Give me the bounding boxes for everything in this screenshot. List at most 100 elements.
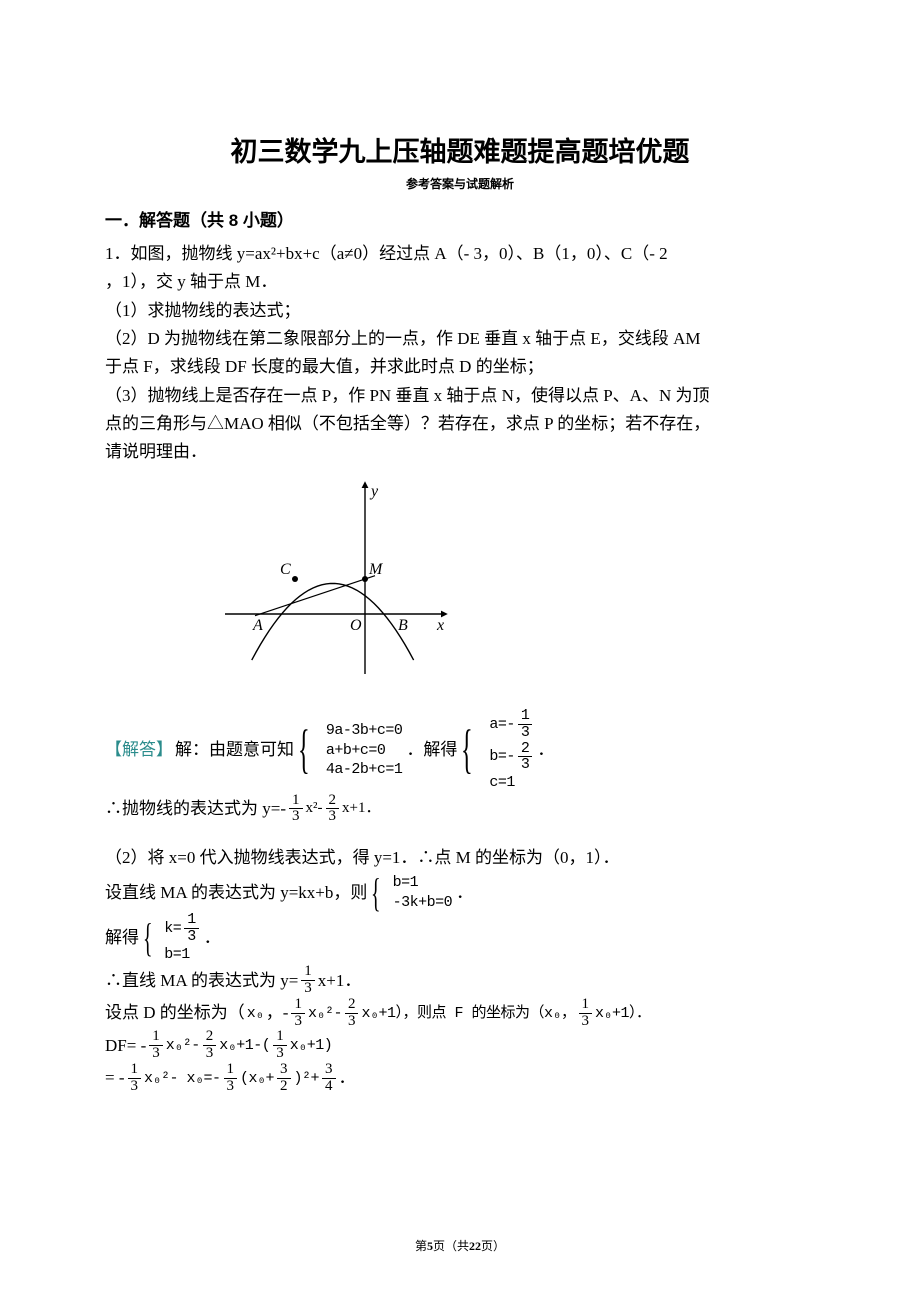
sysA-r2: -3k+b=0 xyxy=(393,893,453,913)
answer-tag: 【解答】 xyxy=(105,737,173,763)
q1-line2: ，1），交 y 轴于点 M． xyxy=(105,269,815,295)
sysB-r1a: k= xyxy=(164,919,181,939)
l7d3: 2 xyxy=(277,1079,291,1095)
p2-l6: DF= - 13 x₀²- 23 x₀+1-( 13 x₀+1) xyxy=(105,1029,815,1062)
l4n: 1 xyxy=(301,964,315,981)
p2-l3b: ． xyxy=(204,925,221,951)
p2-l7b: x₀²- x₀=- xyxy=(144,1067,221,1090)
q1-line1: 1．如图，抛物线 y=ax²+bx+c（a≠0）经过点 A（- 3，0）、B（1… xyxy=(105,241,815,267)
p2-l7a: = - xyxy=(105,1065,125,1091)
p2-l2b: ． xyxy=(456,880,473,906)
p2-l5: 设点 D 的坐标为（ x₀ ，- 13 x₀²- 23 x₀+1），则点 F 的… xyxy=(105,997,815,1030)
p2-l5a: 设点 D 的坐标为（ xyxy=(105,1000,245,1026)
sysA: { b=1 -3k+b=0 xyxy=(371,873,452,912)
p2-l5c: x₀²- xyxy=(308,1002,342,1025)
system1: { 9a-3b+c=0 a+b+c=0 4a-2b+c=1 xyxy=(298,721,402,780)
answer-prefix: 解：由题意可知 xyxy=(175,737,294,763)
pt-B: B xyxy=(398,617,408,634)
p2-l5e: x₀+1）． xyxy=(595,1002,651,1025)
p2-l1: （2）将 x=0 代入抛物线表达式，得 y=1．∴点 M 的坐标为（0，1）． xyxy=(105,845,815,871)
eqf2d: 3 xyxy=(326,809,340,825)
l7n1: 1 xyxy=(128,1062,142,1079)
l6d3: 3 xyxy=(273,1046,287,1062)
doc-title: 初三数学九上压轴题难题提高题培优题 xyxy=(105,130,815,169)
l5n3: 1 xyxy=(579,997,593,1014)
q1-part2a: （2）D 为抛物线在第二象限部分上的一点，作 DE 垂直 x 轴于点 E，交线段… xyxy=(105,326,815,352)
footer-mid: 页（共 xyxy=(433,1239,469,1253)
l5d2: 3 xyxy=(345,1014,359,1030)
p2-l6d: x₀+1) xyxy=(290,1034,333,1057)
sys2-r2d: 3 xyxy=(518,757,533,773)
l5n2: 2 xyxy=(345,997,359,1014)
q1-part3c: 请说明理由． xyxy=(105,439,815,465)
footer-total: 22 xyxy=(469,1239,481,1253)
q1-part2b: 于点 F，求线段 DF 长度的最大值，并求此时点 D 的坐标； xyxy=(105,354,815,380)
l7n2: 1 xyxy=(224,1062,238,1079)
eqf2n: 2 xyxy=(326,793,340,810)
l6d2: 3 xyxy=(203,1046,217,1062)
eq-mid1: x²- xyxy=(306,797,323,820)
sol-tail: ． xyxy=(537,737,554,763)
eq-pre: ∴抛物线的表达式为 y=- xyxy=(105,796,286,822)
p2-l5d: x₀+1），则点 F 的坐标为（x₀， xyxy=(361,1002,575,1025)
solution-line1: 【解答】 解：由题意可知 { 9a-3b+c=0 a+b+c=0 4a-2b+c… xyxy=(105,708,815,793)
sys2-r1n: 1 xyxy=(518,708,533,725)
sys2-r1d: 3 xyxy=(518,725,533,741)
sysB-r1n: 1 xyxy=(184,912,199,929)
figure-parabola: y x A B C M O xyxy=(215,474,815,692)
l6n3: 1 xyxy=(273,1029,287,1046)
p2-l6c: x₀+1-( xyxy=(219,1034,270,1057)
page: 初三数学九上压轴题难题提高题培优题 参考答案与试题解析 一．解答题（共 8 小题… xyxy=(0,0,920,1302)
system2: { a=- 13 b=- 23 c=1 xyxy=(461,708,533,793)
p2-l7e: ． xyxy=(339,1065,356,1091)
sysA-r1: b=1 xyxy=(393,873,453,893)
p2-l7d: )²+ xyxy=(294,1067,320,1090)
l7d2: 3 xyxy=(224,1079,238,1095)
content: 1．如图，抛物线 y=ax²+bx+c（a≠0）经过点 A（- 3，0）、B（1… xyxy=(105,241,815,1094)
p2-l2a: 设直线 MA 的表达式为 y=kx+b，则 xyxy=(105,880,367,906)
l5d3: 3 xyxy=(579,1014,593,1030)
l6d1: 3 xyxy=(149,1046,163,1062)
q1-part3b: 点的三角形与△MAO 相似（不包括全等）？若存在，求点 P 的坐标；若不存在， xyxy=(105,411,815,437)
p2-l6b: x₀²- xyxy=(166,1034,200,1057)
sysB: { k= 13 b=1 xyxy=(143,912,200,964)
p2-l3a: 解得 xyxy=(105,925,139,951)
sysB-r1d: 3 xyxy=(184,929,199,945)
l5d1: 3 xyxy=(291,1014,305,1030)
p2-l7: = - 13 x₀²- x₀=- 13 (x₀+ 32 )²+ 34 ． xyxy=(105,1062,815,1095)
x0-1: x₀ xyxy=(247,1002,264,1025)
sol-mid: ．解得 xyxy=(406,737,457,763)
footer-pre: 第 xyxy=(415,1239,427,1253)
footer-post: 页） xyxy=(481,1239,505,1253)
l6n1: 1 xyxy=(149,1029,163,1046)
eq-tail: x+1． xyxy=(342,797,380,820)
axis-y-label: y xyxy=(369,483,379,500)
l7d1: 3 xyxy=(128,1079,142,1095)
p2-l2: 设直线 MA 的表达式为 y=kx+b，则 { b=1 -3k+b=0 ． xyxy=(105,873,815,912)
l7n3: 3 xyxy=(277,1062,291,1079)
doc-subtitle: 参考答案与试题解析 xyxy=(105,175,815,192)
sys2-r2a: b=- xyxy=(489,747,515,767)
l6n2: 2 xyxy=(203,1029,217,1046)
l5n1: 1 xyxy=(291,997,305,1014)
sys2-r2n: 2 xyxy=(518,741,533,758)
sys2-r1a: a=- xyxy=(489,715,515,735)
eqf1n: 1 xyxy=(289,793,303,810)
sysB-r2: b=1 xyxy=(164,945,200,965)
axis-x-label: x xyxy=(436,617,444,634)
l4d: 3 xyxy=(301,981,315,997)
p2-l7c: (x₀+ xyxy=(240,1067,274,1090)
p2-l4b: x+1． xyxy=(318,968,362,994)
page-footer: 第5页（共22页） xyxy=(0,1237,920,1254)
p2-l3: 解得 { k= 13 b=1 ． xyxy=(105,912,815,964)
pt-C: C xyxy=(280,561,291,578)
sys1-r1: 9a-3b+c=0 xyxy=(326,721,403,741)
pt-A: A xyxy=(252,617,263,634)
pt-M: M xyxy=(368,561,384,578)
l7d4: 4 xyxy=(322,1079,336,1095)
pt-O: O xyxy=(350,617,362,634)
q1-part1: （1）求抛物线的表达式； xyxy=(105,298,815,324)
p2-l4a: ∴直线 MA 的表达式为 y= xyxy=(105,968,298,994)
parabola-eq: ∴抛物线的表达式为 y=- 13 x²- 23 x+1． xyxy=(105,793,815,826)
eqf1d: 3 xyxy=(289,809,303,825)
